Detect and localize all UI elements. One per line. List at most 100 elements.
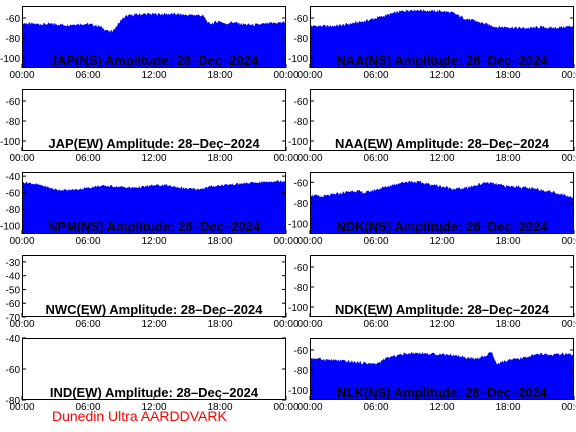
y-tick-label: -60 xyxy=(294,263,309,274)
x-tick-label: 18:00 xyxy=(495,70,520,81)
y-tick-label: -60 xyxy=(6,299,21,310)
y-tick-label: -50 xyxy=(6,285,21,296)
x-tick-label: 12:00 xyxy=(429,153,454,164)
footer-label: Dunedin Ultra AARDDVARK xyxy=(52,408,227,424)
y-tick-label: -80 xyxy=(294,283,309,294)
x-tick-label: 06:00 xyxy=(363,236,388,247)
x-tick-label: 00:00 xyxy=(9,402,34,413)
x-tick-label: 18:00 xyxy=(495,402,520,413)
chart-title: NLK(NS) Amplitude: 28–Dec–2024 xyxy=(337,385,548,400)
amplitude-area-1 xyxy=(310,8,574,69)
x-tick-label: 12:00 xyxy=(141,319,166,330)
y-tick-label: -40 xyxy=(6,172,21,183)
chart-panel-9: -60 -80 -100 00:00 06:00 12:00 18:00 00:00 NLK(N… xyxy=(288,338,576,413)
x-tick-label: 18:00 xyxy=(207,70,232,81)
y-tick-label: -60 xyxy=(294,14,309,25)
chart-panel-0: -60 -80 -100 00:00 06:00 12:00 18:00 00:00 JAP(N… xyxy=(0,6,299,81)
chart-panel-5: -60 -80 -100 00:00 06:00 12:00 18:00 00:00 NDK(N… xyxy=(288,172,576,247)
chart-title: NPM(NS) Amplitude: 28–Dec–2024 xyxy=(48,219,261,234)
amplitude-area-5 xyxy=(310,180,574,234)
x-tick-label: 06:00 xyxy=(75,70,100,81)
x-tick-label: 00:00 xyxy=(273,153,298,164)
y-tick-label: -70 xyxy=(6,313,21,324)
y-tick-label: -100 xyxy=(0,222,20,233)
y-tick-label: -100 xyxy=(288,54,308,65)
x-tick-label: 18:00 xyxy=(207,153,232,164)
chart-panel-7: -60 -80 -100 00:00 06:00 12:00 18:00 00:00 NDK(E… xyxy=(288,255,576,330)
x-tick-label: 18:00 xyxy=(207,236,232,247)
x-tick-label: 00:00 xyxy=(297,153,322,164)
x-tick-label: 00:00 xyxy=(561,70,576,81)
x-tick-label: 00:00 xyxy=(561,236,576,247)
x-tick-label: 00:00 xyxy=(297,70,322,81)
x-tick-label: 06:00 xyxy=(75,319,100,330)
x-tick-label: 06:00 xyxy=(363,402,388,413)
x-tick-label: 00:00 xyxy=(297,402,322,413)
y-tick-label: -80 xyxy=(6,205,21,216)
x-tick-label: 00:00 xyxy=(561,402,576,413)
chart-panel-2: -60 -80 -100 00:00 06:00 12:00 18:00 00:00 JAP(E… xyxy=(0,89,299,164)
y-tick-label: -60 xyxy=(6,97,21,108)
chart-title: NAA(NS) Amplitude: 28–Dec–2024 xyxy=(336,53,548,68)
y-tick-label: -30 xyxy=(6,258,21,269)
x-tick-label: 12:00 xyxy=(141,153,166,164)
chart-title: IND(EW) Amplitude: 28–Dec–2024 xyxy=(50,385,259,400)
y-tick-label: -80 xyxy=(294,34,309,45)
y-tick-label: -100 xyxy=(288,386,308,397)
x-tick-label: 00:00 xyxy=(9,70,34,81)
y-tick-label: -40 xyxy=(6,334,21,345)
y-tick-label: -100 xyxy=(0,54,20,65)
chart-title: JAP(EW) Amplitude: 28–Dec–2024 xyxy=(48,136,260,151)
y-tick-label: -80 xyxy=(294,366,309,377)
x-tick-label: 00:00 xyxy=(297,236,322,247)
x-tick-label: 12:00 xyxy=(141,402,166,413)
y-tick-label: -60 xyxy=(6,189,21,200)
x-tick-label: 00:00 xyxy=(273,402,298,413)
chart-title: JAP(NS) Amplitude: 28–Dec–2024 xyxy=(50,53,259,68)
y-tick-label: -100 xyxy=(288,137,308,148)
chart-title: NDK(EW) Amplitude: 28–Dec–2024 xyxy=(335,302,550,317)
x-tick-label: 12:00 xyxy=(429,236,454,247)
x-tick-label: 12:00 xyxy=(141,70,166,81)
y-tick-label: -100 xyxy=(288,303,308,314)
x-tick-label: 12:00 xyxy=(429,402,454,413)
y-tick-label: -80 xyxy=(6,117,21,128)
x-tick-label: 00:00 xyxy=(273,70,298,81)
x-tick-label: 12:00 xyxy=(141,236,166,247)
chart-panel-3: -60 -80 -100 00:00 06:00 12:00 18:00 00:00 NAA(E… xyxy=(288,89,576,164)
x-tick-label: 00:00 xyxy=(561,319,576,330)
x-tick-label: 00:00 xyxy=(297,319,322,330)
y-tick-label: -80 xyxy=(6,396,21,407)
x-tick-label: 06:00 xyxy=(75,236,100,247)
y-tick-label: -80 xyxy=(6,34,21,45)
x-tick-label: 18:00 xyxy=(495,236,520,247)
chart-title: NDK(NS) Amplitude: 28–Dec–2024 xyxy=(336,219,548,234)
x-tick-label: 00:00 xyxy=(273,319,298,330)
chart-title: NWC(EW) Amplitude: 28–Dec–2024 xyxy=(46,302,264,317)
x-tick-label: 12:00 xyxy=(429,319,454,330)
amplitude-area-4 xyxy=(22,180,286,234)
x-tick-label: 18:00 xyxy=(207,319,232,330)
x-tick-label: 06:00 xyxy=(363,319,388,330)
x-tick-label: 00:00 xyxy=(273,236,298,247)
y-tick-label: -80 xyxy=(294,117,309,128)
y-tick-label: -40 xyxy=(6,272,21,283)
y-tick-label: -60 xyxy=(6,365,21,376)
x-tick-label: 06:00 xyxy=(75,153,100,164)
y-tick-label: -60 xyxy=(294,97,309,108)
y-tick-label: -100 xyxy=(0,137,20,148)
chart-panel-4: -40 -60 -80 -100 00:00 06:00 12:00 18:00 00:00 NP… xyxy=(0,172,299,247)
x-tick-label: 00:00 xyxy=(9,319,34,330)
y-tick-label: -80 xyxy=(294,199,309,210)
y-tick-label: -100 xyxy=(288,220,308,231)
y-tick-label: -60 xyxy=(294,346,309,357)
x-tick-label: 12:00 xyxy=(429,70,454,81)
y-tick-label: -60 xyxy=(294,178,309,189)
amplitude-area-9 xyxy=(310,351,574,400)
chart-panel-1: -60 -80 -100 00:00 06:00 12:00 18:00 00:00 NAA(N… xyxy=(288,6,576,81)
x-tick-label: 06:00 xyxy=(75,402,100,413)
